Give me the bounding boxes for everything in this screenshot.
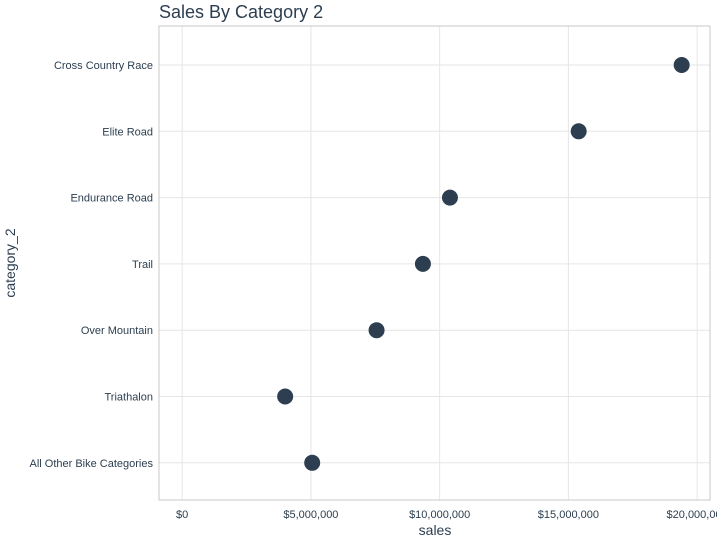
y-tick-label: All Other Bike Categories bbox=[30, 458, 154, 470]
data-point bbox=[673, 57, 690, 73]
data-points bbox=[277, 57, 690, 471]
y-tick-label: Over Mountain bbox=[81, 325, 153, 337]
y-axis-title: category_2 bbox=[2, 228, 18, 297]
x-tick-label: $15,000,000 bbox=[538, 509, 599, 521]
chart-title: Sales By Category 2 bbox=[159, 2, 323, 22]
data-point bbox=[414, 255, 431, 272]
x-tick-label: $5,000,000 bbox=[283, 509, 338, 521]
data-point bbox=[277, 388, 294, 405]
x-tick-label: $10,000,000 bbox=[409, 509, 470, 521]
y-tick-label: Trail bbox=[132, 259, 153, 271]
x-axis-title: sales bbox=[419, 522, 452, 538]
data-point bbox=[570, 123, 587, 140]
plot-panel bbox=[158, 25, 711, 501]
x-tick-label: $20,000,000 bbox=[667, 509, 717, 521]
data-point bbox=[368, 322, 385, 339]
y-tick-label: Elite Road bbox=[102, 126, 153, 138]
y-tick-labels: Cross Country Race Elite Road Endurance Ro… bbox=[30, 60, 154, 470]
y-tick-label: Cross Country Race bbox=[54, 60, 153, 72]
x-tick-label: $0 bbox=[176, 509, 188, 521]
data-point bbox=[441, 189, 458, 206]
x-tick-labels: $0 $5,000,000 $10,000,000 $15,000,000 $20,00… bbox=[176, 509, 717, 521]
grid-lines bbox=[159, 26, 710, 500]
data-point bbox=[304, 454, 321, 471]
y-tick-label: Endurance Road bbox=[70, 193, 153, 205]
y-tick-label: Triathalon bbox=[104, 392, 153, 404]
